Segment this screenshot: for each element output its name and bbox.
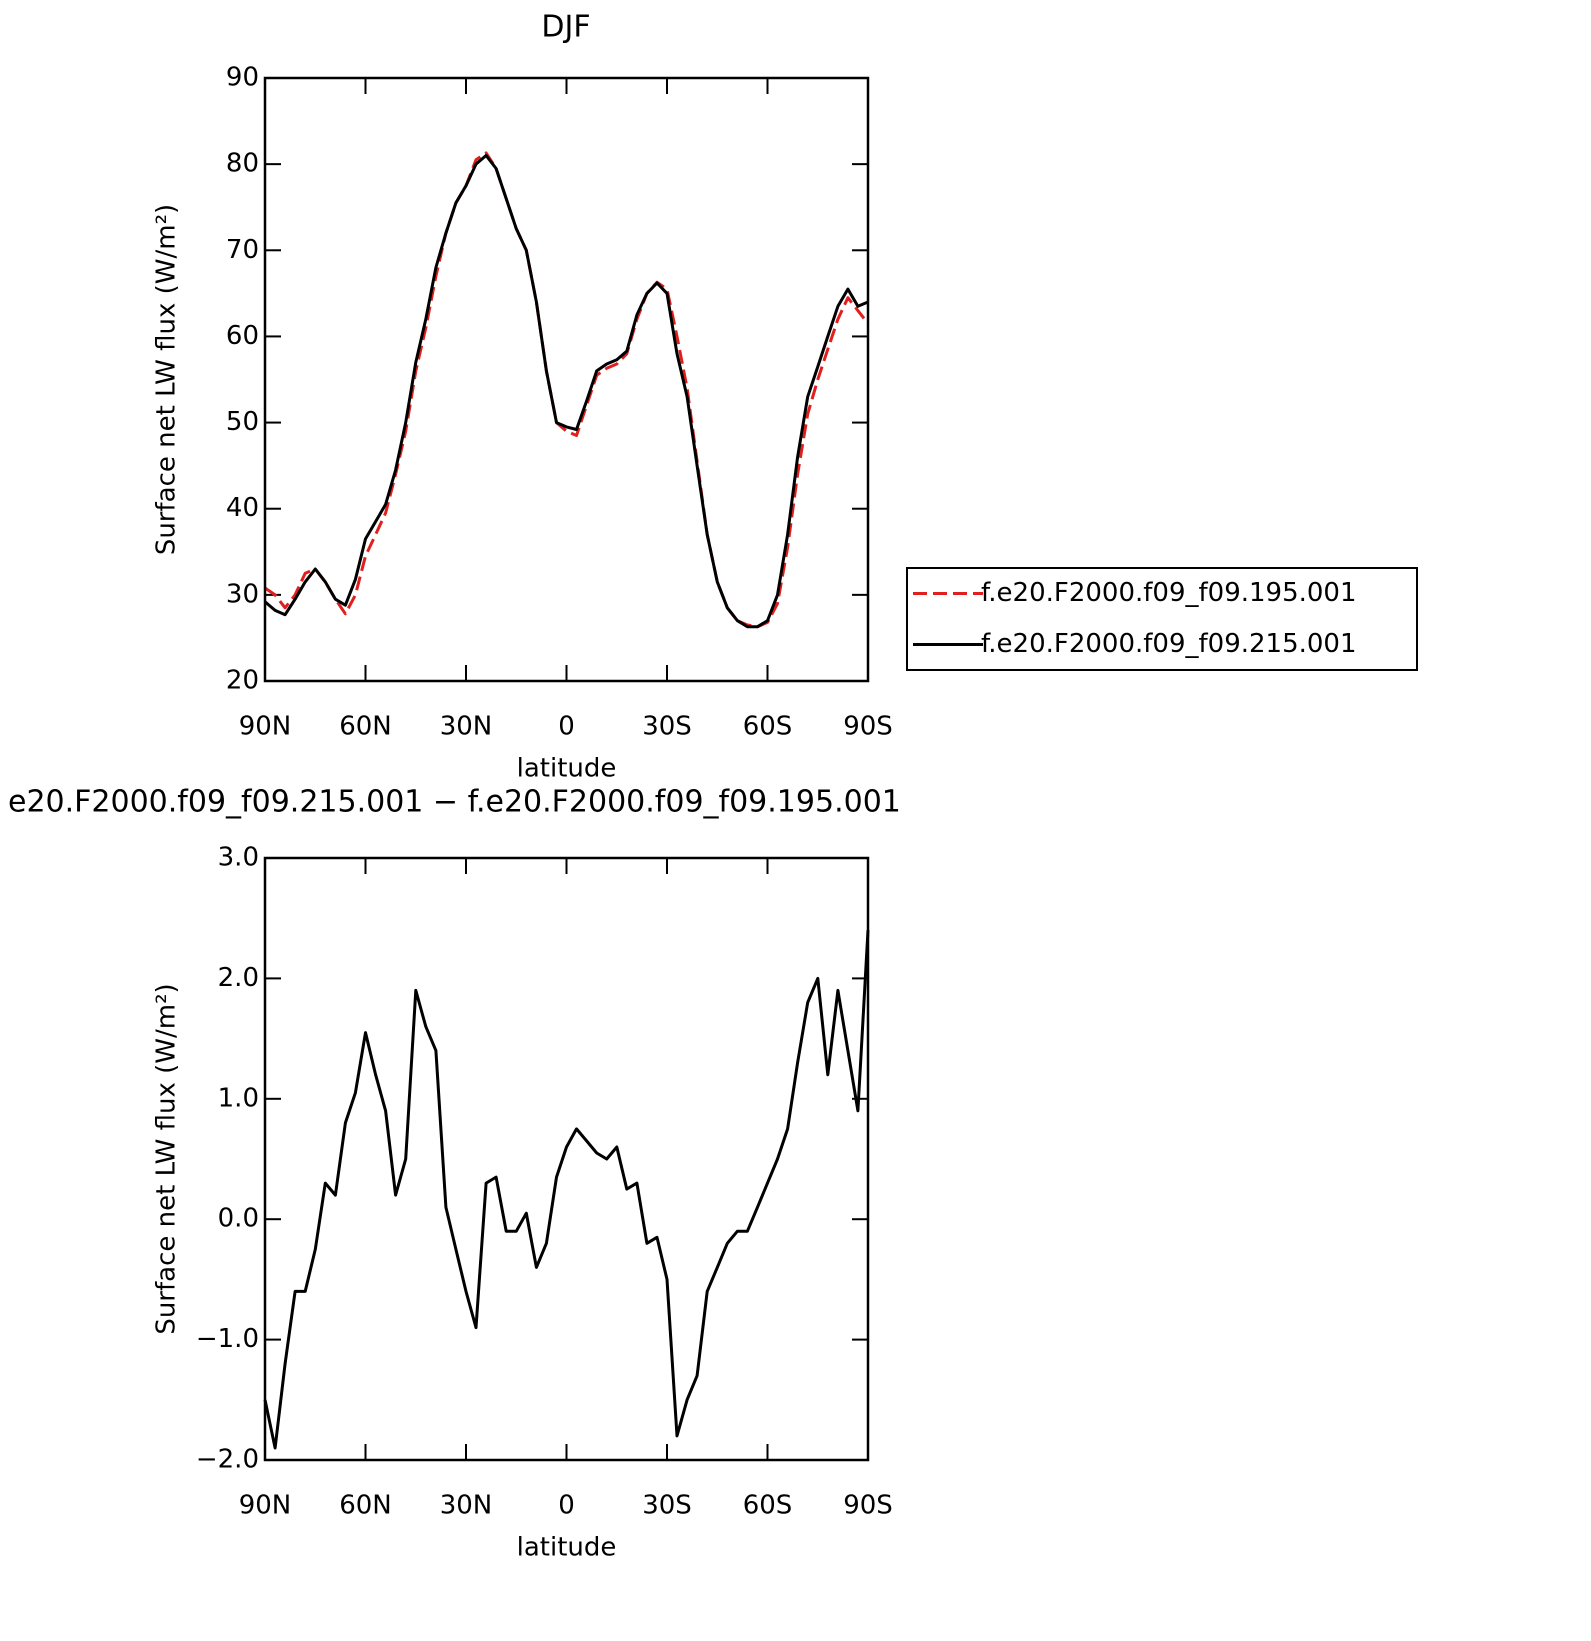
data-line bbox=[263, 930, 870, 1450]
legend-label: f.e20.F2000.f09_f09.195.001 bbox=[981, 578, 1357, 608]
y-tick-label: 30 bbox=[226, 579, 259, 609]
y-tick-label: 90 bbox=[226, 63, 259, 93]
legend-label: f.e20.F2000.f09_f09.215.001 bbox=[981, 629, 1357, 659]
plot-frame bbox=[263, 76, 870, 683]
x-tick-label: 90S bbox=[843, 712, 893, 742]
x-axis-label: latitude bbox=[517, 1533, 617, 1563]
y-tick-label: 3.0 bbox=[218, 843, 259, 873]
x-tick-label: 30N bbox=[440, 712, 493, 742]
y-tick-label: −1.0 bbox=[196, 1324, 259, 1354]
y-tick-label: 40 bbox=[226, 493, 259, 523]
x-axis-label: latitude bbox=[517, 754, 617, 784]
y-tick-label: 2.0 bbox=[218, 963, 259, 993]
y-tick-label: 20 bbox=[226, 666, 259, 696]
x-tick-label: 0 bbox=[558, 1491, 575, 1521]
y-axis-label: Surface net LW flux (W/m²) bbox=[152, 983, 182, 1334]
y-tick-label: −2.0 bbox=[196, 1445, 259, 1475]
x-tick-label: 90N bbox=[239, 712, 292, 742]
y-tick-label: 1.0 bbox=[218, 1083, 259, 1113]
x-tick-label: 60N bbox=[339, 1491, 392, 1521]
x-tick-label: 90S bbox=[843, 1491, 893, 1521]
y-tick-label: 0.0 bbox=[218, 1204, 259, 1234]
x-tick-label: 90N bbox=[239, 1491, 292, 1521]
x-tick-label: 30S bbox=[642, 712, 692, 742]
x-tick-label: 60S bbox=[743, 1491, 793, 1521]
x-tick-label: 0 bbox=[558, 712, 575, 742]
y-tick-label: 70 bbox=[226, 235, 259, 265]
y-tick-label: 80 bbox=[226, 149, 259, 179]
x-tick-label: 30N bbox=[440, 1491, 493, 1521]
legend-box bbox=[906, 567, 1418, 671]
data-line bbox=[264, 151, 870, 629]
y-tick-label: 60 bbox=[226, 321, 259, 351]
x-tick-label: 30S bbox=[642, 1491, 692, 1521]
plot-frame bbox=[263, 856, 870, 1462]
data-line bbox=[264, 154, 869, 629]
x-tick-label: 60N bbox=[339, 712, 392, 742]
chart-title: e20.F2000.f09_f09.215.001 − f.e20.F2000.… bbox=[8, 785, 901, 820]
x-tick-label: 60S bbox=[743, 712, 793, 742]
chart-title: DJF bbox=[541, 10, 590, 45]
y-axis-label: Surface net LW flux (W/m²) bbox=[152, 204, 182, 555]
y-tick-label: 50 bbox=[226, 407, 259, 437]
